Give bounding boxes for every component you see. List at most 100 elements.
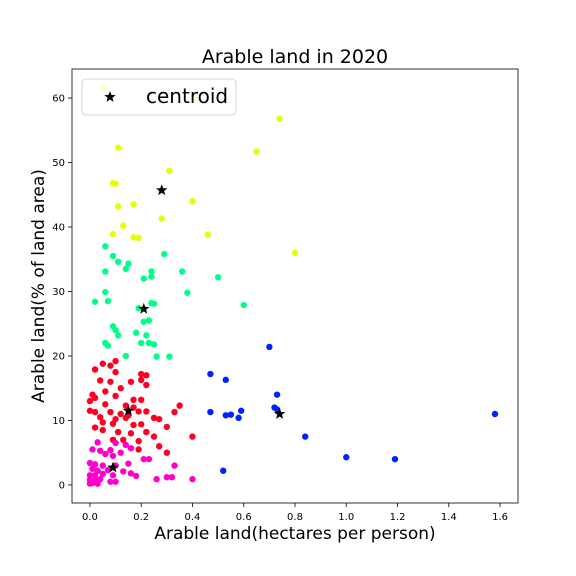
data-point-0-5 bbox=[166, 167, 173, 175]
cluster-series-4 bbox=[207, 343, 499, 474]
data-point-3-23 bbox=[86, 472, 94, 479]
data-point-1-6 bbox=[102, 268, 109, 275]
x-tick-label-6: 1.2 bbox=[390, 512, 406, 523]
data-point-3-38 bbox=[89, 479, 96, 487]
data-point-3-7 bbox=[117, 449, 124, 456]
data-point-2-41 bbox=[163, 423, 171, 431]
data-point-2-4 bbox=[112, 368, 119, 376]
y-tick-label-3: 30 bbox=[52, 287, 65, 298]
data-point-2-8 bbox=[96, 377, 104, 384]
y-tick-label-1: 10 bbox=[52, 416, 65, 427]
data-point-3-34 bbox=[112, 478, 119, 485]
data-point-0-10 bbox=[130, 201, 137, 208]
cluster-series-3 bbox=[86, 439, 196, 487]
data-point-3-28 bbox=[163, 474, 171, 481]
legend-label: centroid bbox=[146, 84, 228, 108]
centroid-marker-4 bbox=[273, 408, 286, 419]
x-tick-label-1: 0.2 bbox=[133, 512, 149, 523]
data-point-4-9 bbox=[237, 407, 245, 414]
data-point-1-23 bbox=[112, 326, 119, 334]
data-point-2-20 bbox=[102, 401, 109, 408]
data-point-3-0 bbox=[94, 439, 101, 446]
data-point-3-24 bbox=[91, 472, 99, 479]
data-point-0-17 bbox=[291, 249, 299, 256]
data-point-0-2 bbox=[276, 115, 283, 122]
data-point-2-30 bbox=[143, 408, 150, 415]
data-point-2-43 bbox=[99, 426, 106, 434]
data-point-2-6 bbox=[143, 372, 150, 379]
data-point-1-5 bbox=[122, 265, 130, 273]
data-point-2-31 bbox=[171, 408, 178, 416]
data-point-0-3 bbox=[114, 144, 122, 151]
data-point-4-15 bbox=[220, 467, 227, 474]
cluster-series-2 bbox=[86, 357, 196, 456]
data-point-3-20 bbox=[104, 466, 112, 474]
y-tick-label-0: 0 bbox=[59, 480, 65, 491]
data-point-2-47 bbox=[150, 433, 158, 440]
data-point-2-37 bbox=[99, 419, 106, 426]
data-point-0-8 bbox=[189, 197, 196, 205]
data-point-0-13 bbox=[109, 230, 117, 238]
data-point-1-9 bbox=[140, 275, 147, 282]
data-point-3-4 bbox=[89, 446, 96, 453]
data-point-0-9 bbox=[114, 203, 122, 210]
data-point-3-1 bbox=[112, 439, 119, 447]
data-point-3-6 bbox=[107, 446, 114, 454]
data-point-2-19 bbox=[86, 397, 94, 405]
data-point-4-12 bbox=[302, 433, 309, 440]
data-point-3-5 bbox=[96, 447, 104, 454]
data-point-2-5 bbox=[138, 370, 145, 378]
data-point-3-26 bbox=[109, 472, 117, 479]
data-point-3-33 bbox=[107, 478, 114, 485]
data-point-1-33 bbox=[153, 353, 160, 360]
data-point-2-9 bbox=[107, 378, 114, 385]
data-point-2-52 bbox=[155, 443, 163, 450]
data-point-1-31 bbox=[150, 341, 158, 348]
data-point-2-51 bbox=[135, 437, 142, 445]
data-point-2-11 bbox=[143, 381, 150, 389]
data-point-2-2 bbox=[107, 362, 114, 369]
ticks-layer: 0.0 0.2 0.4 0.6 0.8 1.0 1.2 1.4 1.6 0 10 20 30 40 50 60 bbox=[52, 94, 508, 523]
chart-title: Arable land in 2020 bbox=[202, 46, 388, 68]
data-point-0-15 bbox=[135, 234, 142, 242]
data-point-4-7 bbox=[222, 412, 229, 419]
data-point-2-54 bbox=[135, 446, 142, 453]
data-point-2-50 bbox=[120, 436, 127, 444]
x-tick-label-2: 0.4 bbox=[185, 512, 201, 523]
centroid-marker-2 bbox=[122, 404, 135, 416]
data-point-3-22 bbox=[127, 470, 135, 477]
data-point-3-17 bbox=[125, 460, 132, 467]
data-point-1-24 bbox=[114, 332, 122, 339]
data-point-1-17 bbox=[150, 300, 158, 307]
data-point-2-22 bbox=[176, 402, 183, 409]
data-point-0-4 bbox=[253, 148, 260, 155]
data-point-4-8 bbox=[227, 411, 235, 418]
data-point-3-3 bbox=[127, 444, 135, 452]
data-point-2-1 bbox=[99, 360, 106, 367]
data-point-2-34 bbox=[122, 414, 130, 422]
legend-star-shape bbox=[104, 91, 116, 102]
data-point-1-7 bbox=[148, 268, 155, 275]
data-point-3-27 bbox=[132, 472, 140, 480]
data-point-1-13 bbox=[184, 289, 191, 296]
data-point-2-27 bbox=[117, 410, 124, 418]
data-point-2-26 bbox=[107, 408, 114, 416]
data-point-2-0 bbox=[112, 357, 119, 365]
legend: centroid bbox=[81, 78, 237, 116]
data-point-3-9 bbox=[109, 452, 117, 460]
data-point-3-36 bbox=[189, 475, 196, 483]
data-point-0-16 bbox=[204, 231, 212, 238]
data-point-4-0 bbox=[266, 343, 273, 351]
data-point-1-14 bbox=[91, 298, 99, 305]
data-point-1-3 bbox=[114, 258, 122, 266]
data-point-2-17 bbox=[130, 396, 137, 404]
data-point-2-25 bbox=[91, 408, 99, 416]
x-tick-label-0: 0.0 bbox=[82, 512, 98, 523]
data-point-2-48 bbox=[189, 433, 196, 440]
data-point-3-11 bbox=[145, 455, 153, 463]
data-point-0-14 bbox=[130, 234, 137, 241]
data-point-1-18 bbox=[240, 301, 247, 309]
data-point-2-3 bbox=[91, 366, 99, 373]
